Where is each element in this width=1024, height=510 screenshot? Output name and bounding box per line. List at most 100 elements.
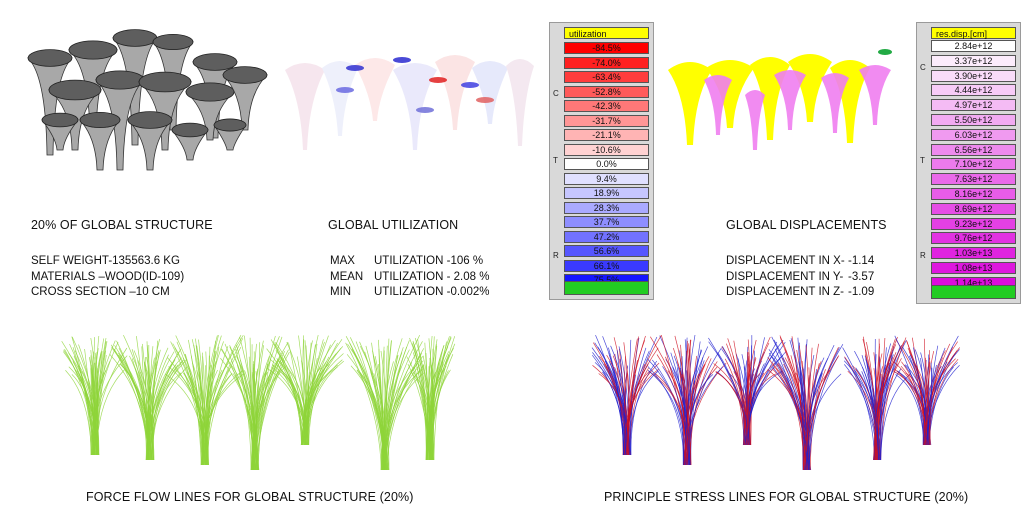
line-tree <box>842 336 912 461</box>
legend-row: 56.6% <box>564 245 649 257</box>
disp-y-row: DISPLACEMENT IN Y- -3.57 <box>726 270 874 286</box>
legend-row: 1.08e+13 <box>931 262 1016 274</box>
displacement-legend-green-swatch <box>931 285 1016 299</box>
disp-legend-side-r: R <box>920 251 926 260</box>
disp-x-row: DISPLACEMENT IN X- -1.14 <box>726 254 874 270</box>
legend-row: -74.0% <box>564 56 649 69</box>
disp-y-key: DISPLACEMENT IN Y- <box>726 270 844 283</box>
line-tree <box>61 335 128 456</box>
force-flow-lines-image <box>61 334 456 471</box>
utilization-shell <box>472 61 508 124</box>
line-tree <box>892 335 960 446</box>
utilization-legend-header: utilization <box>564 27 649 39</box>
principle-stress-lines-image <box>591 334 960 471</box>
structure-self-weight: SELF WEIGHT-135563.6 KG <box>31 255 180 267</box>
utilization-hotspot <box>461 82 479 88</box>
shell-funnel <box>171 122 209 161</box>
legend-side-t: T <box>553 156 558 165</box>
util-mean-key: MEAN <box>330 270 364 283</box>
disp-legend-side-t: T <box>920 156 925 165</box>
legend-row: 4.97e+12 <box>931 99 1016 112</box>
legend-row: 7.63e+12 <box>931 173 1016 186</box>
structure-info: SELF WEIGHT-135563.6 KG MATERIALS –WOOD(… <box>31 254 184 301</box>
util-min-key: MIN <box>330 286 352 298</box>
util-max-value: UTILIZATION -106 % <box>374 255 484 267</box>
displacement-legend: res.disp.[cm] C T R 2.84e+12 3.37e+12 3.90… <box>916 22 1021 304</box>
line-tree <box>109 334 188 461</box>
legend-row: 37.7% <box>564 216 649 228</box>
util-min-row: MIN UTILIZATION -0.002% <box>330 285 489 301</box>
legend-row: 9.4% <box>564 172 649 185</box>
disp-x-key: DISPLACEMENT IN X- <box>726 255 845 267</box>
displacement-shell <box>788 54 832 122</box>
line-tree <box>220 335 290 471</box>
utilization-shell <box>435 55 475 130</box>
line-tree <box>647 334 727 466</box>
legend-row: 47.2% <box>564 230 649 243</box>
structure-material: MATERIALS –WOOD(ID-109) <box>31 270 185 283</box>
legend-row: 6.03e+12 <box>931 128 1016 141</box>
legend-row: 3.37e+12 <box>931 54 1016 67</box>
shell-structure-image <box>27 29 268 171</box>
line-tree <box>591 334 662 456</box>
displacement-high-shell <box>859 65 891 125</box>
displacement-high-shell <box>821 73 849 133</box>
disp-y-value: -3.57 <box>848 270 875 283</box>
utilization-hotspot <box>429 77 447 83</box>
shell-funnel <box>222 66 268 131</box>
displacement-stats: DISPLACEMENT IN X- -1.14 DISPLACEMENT IN … <box>726 254 874 301</box>
displacement-hotspot <box>878 49 892 55</box>
shell-funnel <box>41 112 79 151</box>
displacement-render <box>668 40 900 165</box>
structure-cross-section: CROSS SECTION –10 CM <box>31 286 170 298</box>
util-max-row: MAX UTILIZATION -106 % <box>330 254 489 270</box>
legend-row: 18.9% <box>564 187 649 199</box>
legend-row: 66.1% <box>564 259 649 272</box>
displacement-high-shell <box>774 70 806 130</box>
utilization-legend-green-swatch <box>564 281 649 295</box>
legend-row: 3.90e+12 <box>931 69 1016 82</box>
legend-row: -63.4% <box>564 71 649 83</box>
disp-z-row: DISPLACEMENT IN Z- -1.09 <box>726 285 874 301</box>
legend-row: -10.6% <box>564 143 649 156</box>
util-mean-row: MEAN UTILIZATION - 2.08 % <box>330 270 489 286</box>
util-max-key: MAX <box>330 255 355 267</box>
displacement-image <box>668 49 892 150</box>
force-flow-render <box>55 325 465 480</box>
line-tree <box>266 335 345 446</box>
legend-side-c: C <box>553 89 559 98</box>
legend-side-r: R <box>553 251 559 260</box>
legend-row: 5.50e+12 <box>931 114 1016 126</box>
legend-row: 28.3% <box>564 201 649 214</box>
utilization-hotspot <box>336 87 354 93</box>
legend-row: -42.3% <box>564 100 649 112</box>
shell-funnel <box>127 111 173 171</box>
structure-render <box>15 20 270 185</box>
legend-row: -21.1% <box>564 129 649 141</box>
utilization-title: GLOBAL UTILIZATION <box>328 218 459 232</box>
utilization-shell <box>393 63 437 150</box>
utilization-shell <box>506 59 534 146</box>
disp-legend-side-c: C <box>920 63 926 72</box>
displacements-title: GLOBAL DISPLACEMENTS <box>726 218 887 232</box>
legend-row: 4.44e+12 <box>931 84 1016 97</box>
utilization-shell <box>322 61 358 136</box>
legend-row: -52.8% <box>564 85 649 98</box>
shell-funnel <box>27 49 73 156</box>
shell-funnel <box>184 82 236 141</box>
principle-stress-render <box>582 325 977 480</box>
utilization-shell <box>355 58 395 121</box>
line-tree <box>767 335 844 471</box>
disp-x-value: -1.14 <box>848 255 875 267</box>
legend-row: 6.56e+12 <box>931 143 1016 156</box>
principle-stress-caption: PRINCIPLE STRESS LINES FOR GLOBAL STRUCT… <box>604 490 969 504</box>
legend-row: 2.84e+12 <box>931 40 1016 52</box>
utilization-hotspot <box>476 97 494 103</box>
legend-row: -84.5% <box>564 42 649 54</box>
line-tree <box>406 335 456 461</box>
legend-row: 7.10e+12 <box>931 158 1016 171</box>
utilization-legend: utilization C T R -84.5% -74.0% -63.4% -52.… <box>549 22 654 300</box>
force-flow-caption: FORCE FLOW LINES FOR GLOBAL STRUCTURE (2… <box>86 490 414 504</box>
shell-funnel <box>79 112 121 171</box>
legend-row: 8.69e+12 <box>931 202 1016 215</box>
